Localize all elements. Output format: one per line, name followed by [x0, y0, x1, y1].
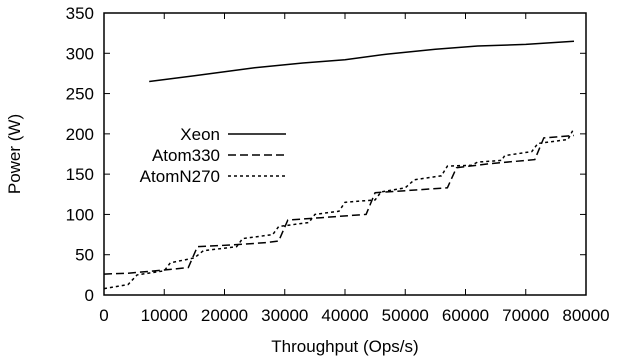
- x-tick-label-5: 50000: [382, 306, 429, 325]
- series-line-atomn270: [103, 127, 575, 290]
- x-tick-label-2: 20000: [201, 306, 248, 325]
- series-line-atom330: [103, 134, 575, 275]
- y-tick-label-4: 200: [66, 125, 94, 144]
- legend-label-atom330: Atom330: [152, 146, 220, 165]
- x-tick-label-4: 40000: [321, 306, 368, 325]
- legend: Xeon Atom330 AtomN270: [140, 125, 286, 186]
- series-layer: [103, 40, 575, 290]
- y-tick-label-7: 350: [66, 4, 94, 23]
- axis-ticks: 0 10000 20000 30000 40000 50000 60000 70000 8000…: [66, 4, 610, 325]
- x-tick-label-3: 30000: [261, 306, 308, 325]
- y-tick-label-1: 50: [75, 246, 94, 265]
- series-line-xeon: [149, 40, 575, 83]
- y-tick-label-2: 100: [66, 205, 94, 224]
- legend-label-atomn270: AtomN270: [140, 167, 220, 186]
- x-tick-label-1: 10000: [141, 306, 188, 325]
- x-tick-label-8: 80000: [562, 306, 609, 325]
- x-tick-label-6: 60000: [442, 306, 489, 325]
- y-tick-label-6: 300: [66, 44, 94, 63]
- y-tick-label-3: 150: [66, 165, 94, 184]
- y-tick-label-5: 250: [66, 85, 94, 104]
- y-axis-label: Power (W): [5, 114, 24, 194]
- x-tick-label-0: 0: [99, 306, 108, 325]
- x-tick-label-7: 70000: [502, 306, 549, 325]
- legend-label-xeon: Xeon: [180, 125, 220, 144]
- y-tick-label-0: 0: [85, 286, 94, 305]
- x-axis-label: Throughput (Ops/s): [271, 337, 418, 356]
